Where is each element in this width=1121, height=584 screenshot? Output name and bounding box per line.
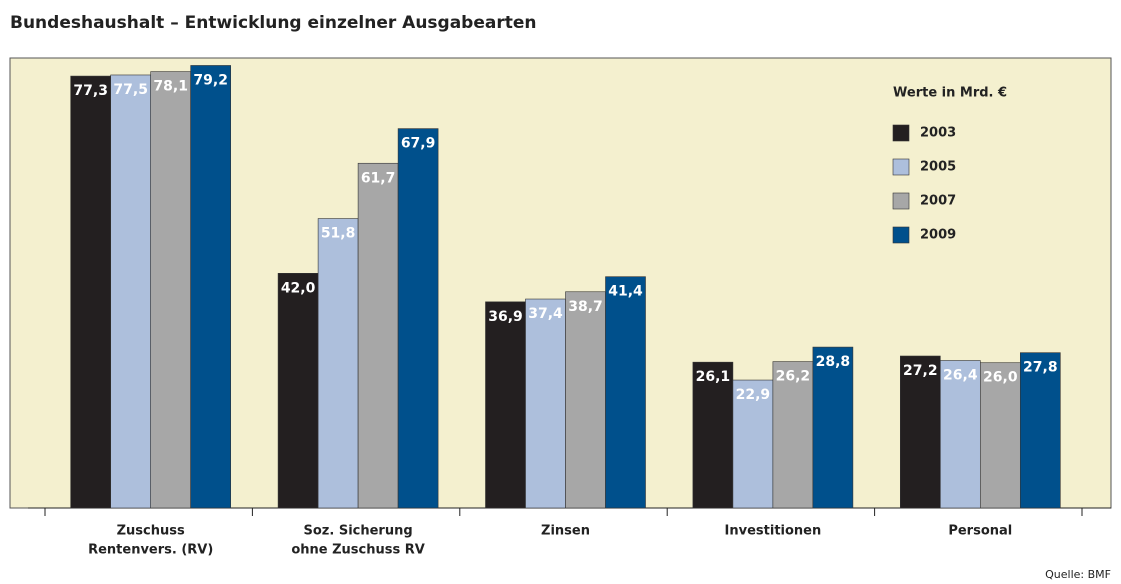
- value-label: 51,8: [321, 226, 356, 242]
- value-label: 79,2: [193, 72, 228, 88]
- value-label: 61,7: [361, 170, 396, 186]
- x-tick-label: Zuschuss: [117, 524, 185, 539]
- bar: [1019, 352, 1061, 509]
- chart-title: Bundeshaushalt – Entwicklung einzelner A…: [10, 13, 537, 33]
- value-label: 78,1: [153, 79, 188, 95]
- value-label: 26,2: [776, 369, 811, 385]
- x-tick-label: ohne Zuschuss RV: [291, 543, 425, 558]
- bar: [732, 379, 774, 509]
- bar: [110, 74, 151, 509]
- legend-swatch: [892, 226, 910, 244]
- value-label: 42,0: [281, 280, 316, 296]
- bar: [317, 218, 359, 509]
- bar: [397, 128, 439, 509]
- bar: [190, 65, 231, 509]
- bar: [565, 291, 606, 509]
- bar: [150, 71, 191, 509]
- value-label: 26,4: [943, 367, 978, 383]
- bar: [485, 301, 526, 509]
- x-tick-label: Rentenvers. (RV): [88, 543, 213, 558]
- bar: [525, 298, 566, 509]
- legend-title: Werte in Mrd. €: [893, 86, 1007, 101]
- bar: [772, 361, 814, 509]
- value-label: 26,1: [696, 369, 731, 385]
- source: Quelle: BMF: [1045, 568, 1111, 581]
- legend-label: 2007: [920, 194, 956, 209]
- value-label: 41,4: [608, 284, 643, 300]
- x-tick-label: Investitionen: [725, 524, 822, 539]
- value-label: 26,0: [983, 370, 1018, 386]
- legend-label: 2009: [920, 228, 956, 243]
- value-label: 28,8: [816, 354, 851, 370]
- bar: [939, 360, 981, 509]
- value-label: 37,4: [528, 306, 563, 322]
- value-label: 77,3: [73, 83, 108, 99]
- legend-label: 2003: [920, 126, 956, 141]
- bar: [357, 162, 399, 509]
- bar: [812, 346, 854, 509]
- legend-swatch: [892, 124, 910, 142]
- bar: [692, 361, 734, 509]
- value-label: 27,2: [903, 363, 938, 379]
- bar: [277, 273, 319, 509]
- bar: [899, 355, 941, 509]
- bar: [70, 75, 111, 509]
- value-label: 38,7: [568, 299, 603, 315]
- value-label: 36,9: [488, 309, 523, 325]
- value-label: 27,8: [1023, 360, 1058, 376]
- legend-label: 2005: [920, 160, 956, 175]
- value-label: 22,9: [736, 387, 771, 403]
- value-label: 77,5: [113, 82, 148, 98]
- x-tick-label: Soz. Sicherung: [304, 524, 413, 539]
- x-tick-label: Zinsen: [541, 524, 590, 539]
- bar: [605, 276, 646, 509]
- value-label: 67,9: [401, 136, 436, 152]
- legend-swatch: [892, 158, 910, 176]
- x-tick-label: Personal: [948, 524, 1012, 539]
- legend-swatch: [892, 192, 910, 210]
